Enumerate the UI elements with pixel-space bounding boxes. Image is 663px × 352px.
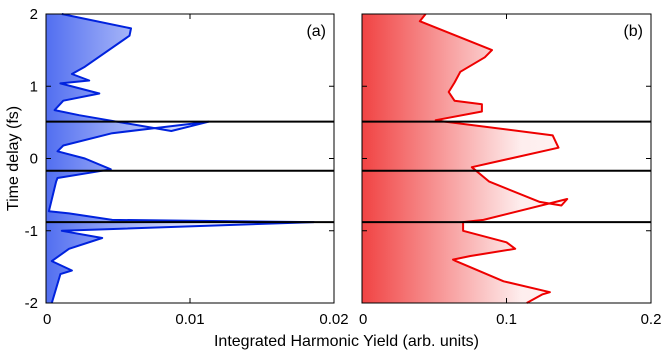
x-tick-label: 0.2 (641, 311, 662, 328)
x-tick-label: 0 (359, 311, 367, 328)
y-tick-label: -2 (25, 295, 38, 312)
series-line (47, 13, 315, 304)
y-tick-label: 0 (30, 151, 38, 168)
x-tick-label: 0 (43, 311, 51, 328)
series-area (362, 14, 568, 303)
panel-label: (a) (306, 23, 326, 40)
series-area (46, 14, 314, 303)
reference-lines (46, 120, 651, 224)
x-tick-label: 0.01 (175, 311, 204, 328)
x-axis-label: Integrated Harmonic Yield (arb. units) (214, 333, 479, 350)
panel-b: 0 0.1 0.2 (b) (359, 13, 662, 328)
y-axis-label: Time delay (fs) (5, 106, 22, 211)
x-tick-label: 0.02 (319, 311, 348, 328)
y-tick-label: 2 (30, 6, 38, 23)
labels-layer: Time delay (fs) Integrated Harmonic Yiel… (5, 106, 479, 350)
panels-layer: 0 0.01 0.02 -2 -1 0 1 2 (a) 0 0.1 0.2 (b) (25, 6, 662, 328)
x-tick-label: 0.1 (496, 311, 517, 328)
panel-label: (b) (623, 23, 643, 40)
panel-a: 0 0.01 0.02 -2 -1 0 1 2 (a) (25, 6, 349, 328)
series-line (418, 13, 569, 304)
y-tick-label: -1 (25, 223, 38, 240)
y-tick-label: 1 (30, 78, 38, 95)
